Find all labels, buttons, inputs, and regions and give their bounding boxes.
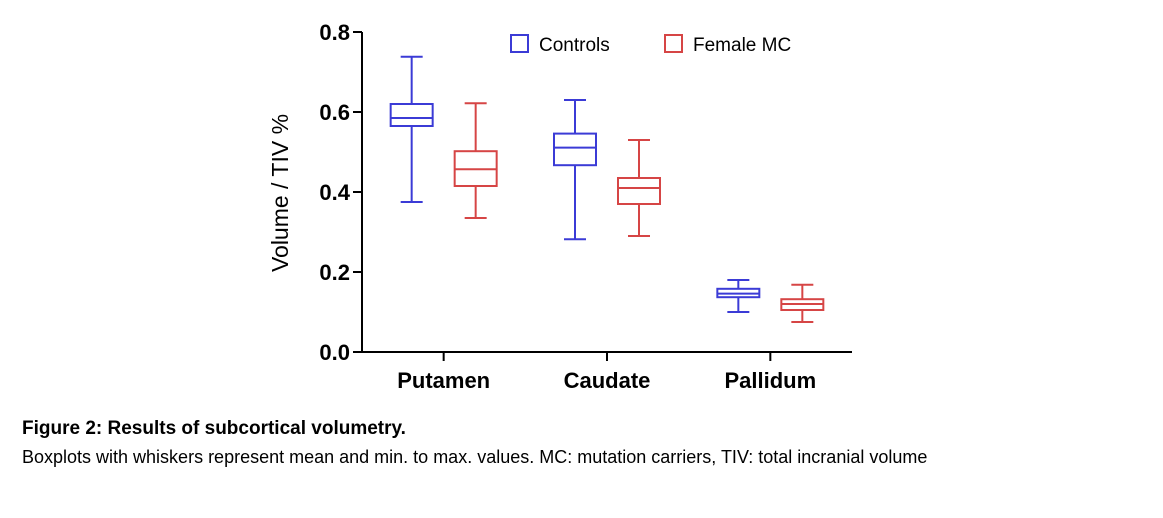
boxplot-chart: 0.0 0.2 0.4 0.6 0.8 Putamen Caudate Pallidum C…: [267, 20, 852, 393]
box-controls-caudate: [553, 99, 597, 241]
figure-caption: Figure 2: Results of subcortical volumet…: [22, 418, 1140, 470]
y-tick-label: 0.0: [319, 340, 350, 365]
x-tick-label: Putamen: [397, 368, 490, 393]
box-controls-pallidum: [716, 279, 761, 313]
legend-label: Controls: [539, 35, 610, 56]
iqr-box: [553, 132, 597, 167]
x-axis: Putamen Caudate Pallidum: [362, 351, 852, 393]
y-tick-label: 0.2: [319, 260, 350, 285]
legend-item: Female MC: [664, 34, 791, 56]
box-controls-putamen: [389, 55, 434, 203]
caption-title: Figure 2: Results of subcortical volumet…: [22, 418, 406, 439]
y-axis-label: Volume / TIV %: [267, 114, 293, 272]
legend: Controls Female MC: [510, 34, 791, 56]
box-female-mc-caudate: [617, 139, 661, 237]
y-axis: 0.0 0.2 0.4 0.6 0.8: [319, 20, 363, 365]
y-tick-label: 0.6: [319, 100, 350, 125]
y-tick-label: 0.8: [319, 20, 350, 45]
boxplot-series: [389, 55, 825, 323]
x-tick-label: Pallidum: [724, 368, 816, 393]
iqr-box: [617, 177, 661, 205]
legend-swatch: [664, 34, 683, 53]
box-female-mc-putamen: [453, 102, 498, 219]
y-tick-label: 0.4: [319, 180, 350, 205]
legend-item: Controls: [510, 34, 610, 56]
caption-text: Boxplots with whiskers represent mean an…: [22, 447, 928, 467]
x-tick-label: Caudate: [564, 368, 651, 393]
box-female-mc-pallidum: [780, 283, 825, 323]
legend-label: Female MC: [693, 35, 791, 56]
iqr-box: [389, 103, 434, 127]
legend-swatch: [510, 34, 529, 53]
